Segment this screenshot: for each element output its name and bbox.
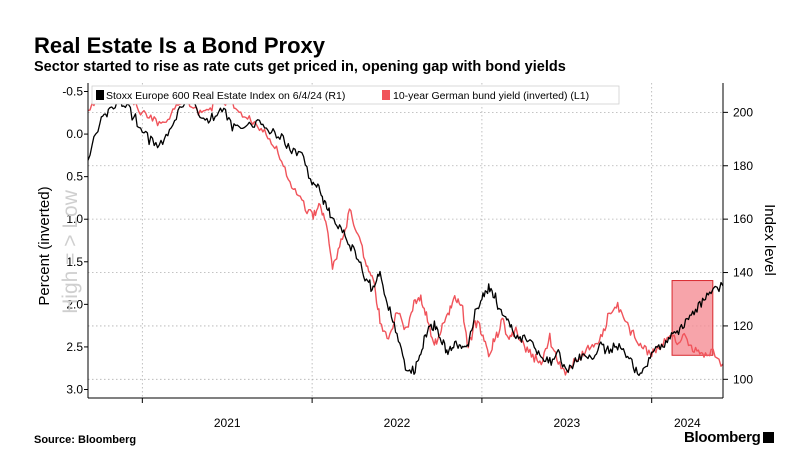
grid-lines [88, 83, 723, 398]
legend-label-bund: 10-year German bund yield (inverted) (L1… [393, 90, 589, 102]
x-tick-label: 2022 [384, 416, 411, 430]
y-left-tick-label: 2.5 [66, 340, 83, 354]
brand-name: Bloomberg [684, 429, 761, 446]
bloomberg-logo: Bloomberg [684, 429, 775, 446]
y-left-axis-title: Percent (inverted) [36, 186, 53, 305]
y-left-tick-label: 1.0 [66, 212, 83, 226]
y-right-tick-label: 180 [733, 159, 753, 173]
y-left-tick-label: -0.5 [62, 85, 83, 99]
series-lines [87, 85, 724, 377]
y-left-tick-label: 3.0 [66, 382, 83, 396]
x-tick-label: 2021 [214, 416, 241, 430]
y-right-axis-title: Index level [761, 204, 778, 276]
y-right-tick-label: 120 [733, 319, 753, 333]
y-left-tick-label: 2.0 [66, 297, 83, 311]
y-left-tick-label: 1.5 [66, 255, 83, 269]
bloomberg-terminal-icon [763, 432, 775, 443]
legend-swatch-bund [382, 90, 390, 100]
tick-labels: 100 120 140 160 180 200 -0.5 0.0 0.5 1.0 1.5 2.0 2.5… [62, 85, 753, 430]
chart-title: Real Estate Is a Bond Proxy [34, 33, 325, 58]
y-right-tick-label: 200 [733, 105, 753, 119]
y-right-tick-label: 160 [733, 212, 753, 226]
y-right-tick-label: 140 [733, 266, 753, 280]
source-note: Source: Bloomberg [34, 434, 137, 446]
legend-label-stoxx: Stoxx Europe 600 Real Estate Index on 6/… [106, 90, 345, 102]
bund-series-line [87, 85, 724, 376]
stoxx-series-line [87, 98, 724, 377]
legend-swatch-stoxx [96, 90, 104, 100]
chart-subtitle: Sector started to rise as rate cuts get … [34, 59, 566, 75]
x-tick-label: 2024 [674, 416, 701, 430]
axes [84, 83, 728, 403]
x-tick-label: 2023 [553, 416, 580, 430]
y-left-annotation: High = > Low [59, 189, 82, 314]
y-left-tick-label: 0.5 [66, 170, 83, 184]
legend: Stoxx Europe 600 Real Estate Index on 6/… [91, 85, 620, 105]
legend-box [91, 85, 620, 105]
y-left-tick-label: 0.0 [66, 127, 83, 141]
y-right-tick-label: 100 [733, 372, 753, 386]
